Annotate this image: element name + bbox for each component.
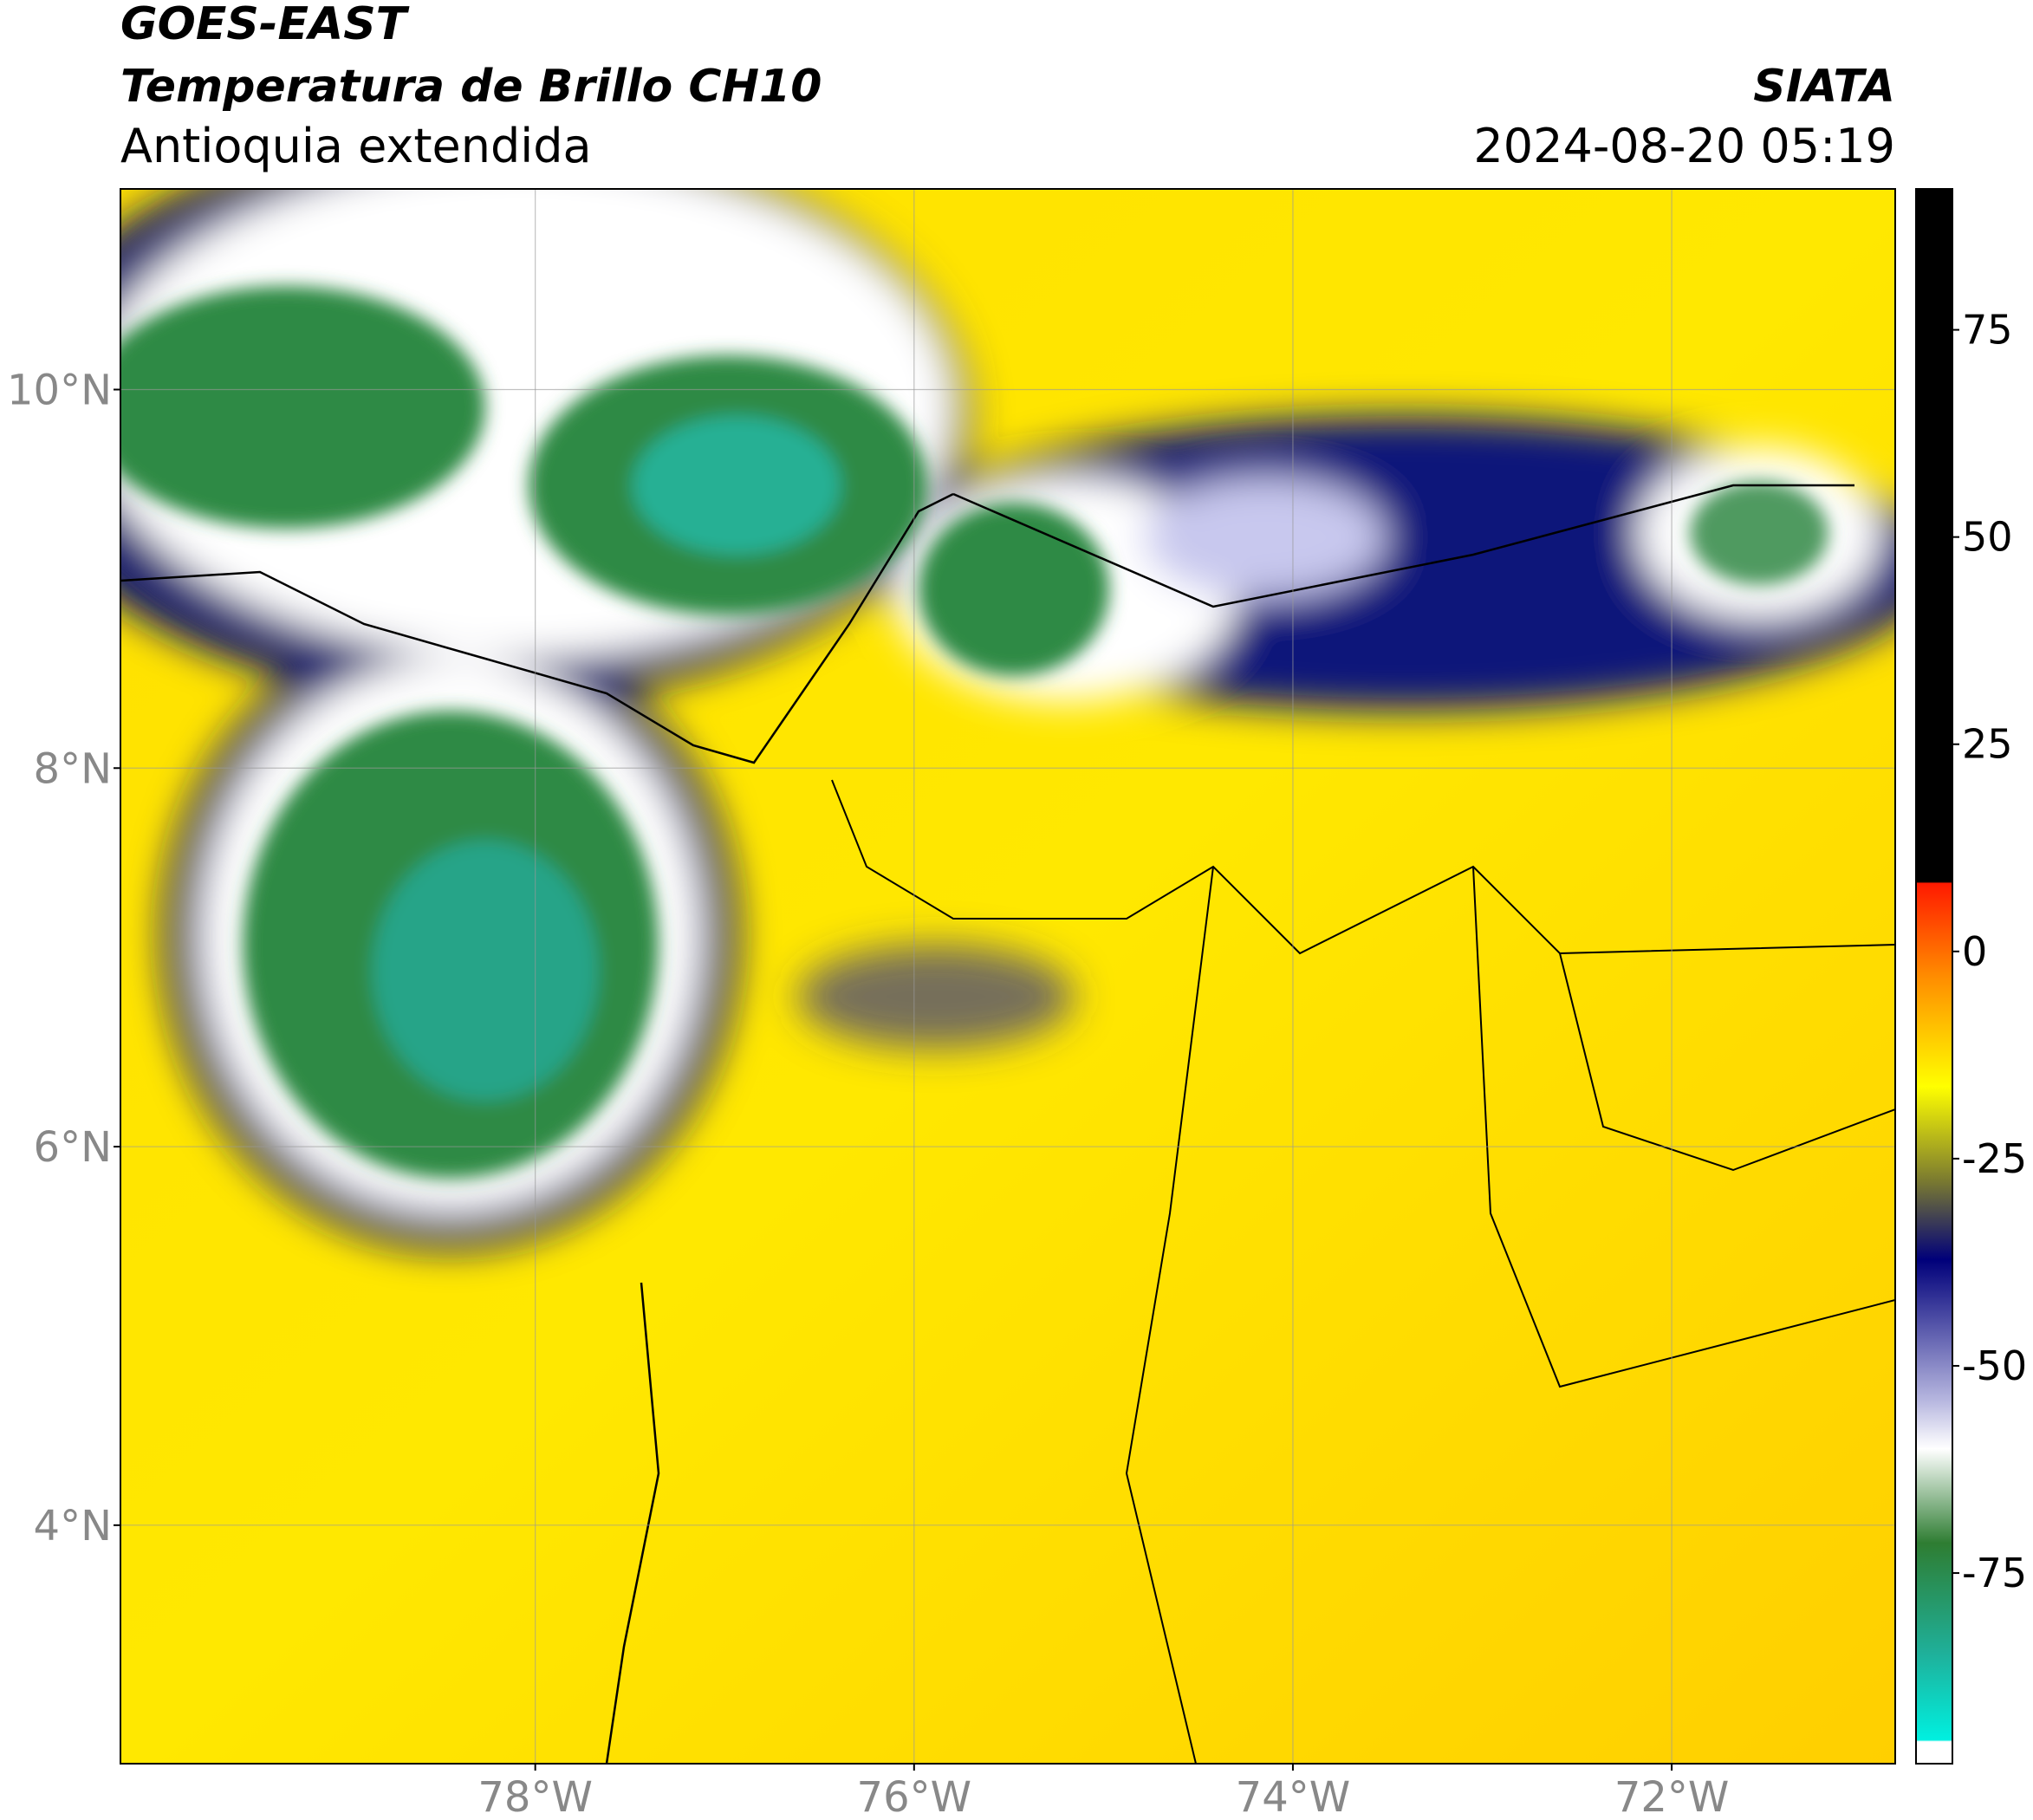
- region: Antioquia extendida: [120, 119, 592, 173]
- colorbar-tick-label: 0: [1962, 928, 1987, 975]
- x-tick-label: 76°W: [857, 1773, 972, 1820]
- satellite-image: [120, 189, 1895, 1764]
- colorbar-tick-label: 25: [1962, 721, 2013, 768]
- colorbar: [1915, 188, 1953, 1765]
- x-tick-label: 74°W: [1236, 1773, 1351, 1820]
- x-tick-label: 78°W: [477, 1773, 593, 1820]
- y-tick-label: 10°N: [7, 366, 112, 414]
- subtitle: Temperatura de Brillo CH10: [120, 61, 822, 113]
- datetime: 2024-08-20 05:19: [1473, 119, 1895, 173]
- x-tick-label: 72°W: [1614, 1773, 1730, 1820]
- y-tick-label: 8°N: [34, 744, 112, 793]
- colorbar-tick-label: 75: [1962, 307, 2013, 354]
- colorbar-tick-label: -75: [1962, 1550, 2027, 1596]
- colorbar-tick-label: -25: [1962, 1135, 2027, 1182]
- y-tick-label: 4°N: [34, 1502, 112, 1550]
- map-frame: [120, 188, 1896, 1765]
- colorbar-tick-label: -50: [1962, 1342, 2027, 1389]
- y-tick-label: 6°N: [34, 1123, 112, 1172]
- source: SIATA: [1753, 61, 1895, 113]
- title: GOES-EAST: [120, 0, 410, 50]
- colorbar-tick-label: 50: [1962, 514, 2013, 561]
